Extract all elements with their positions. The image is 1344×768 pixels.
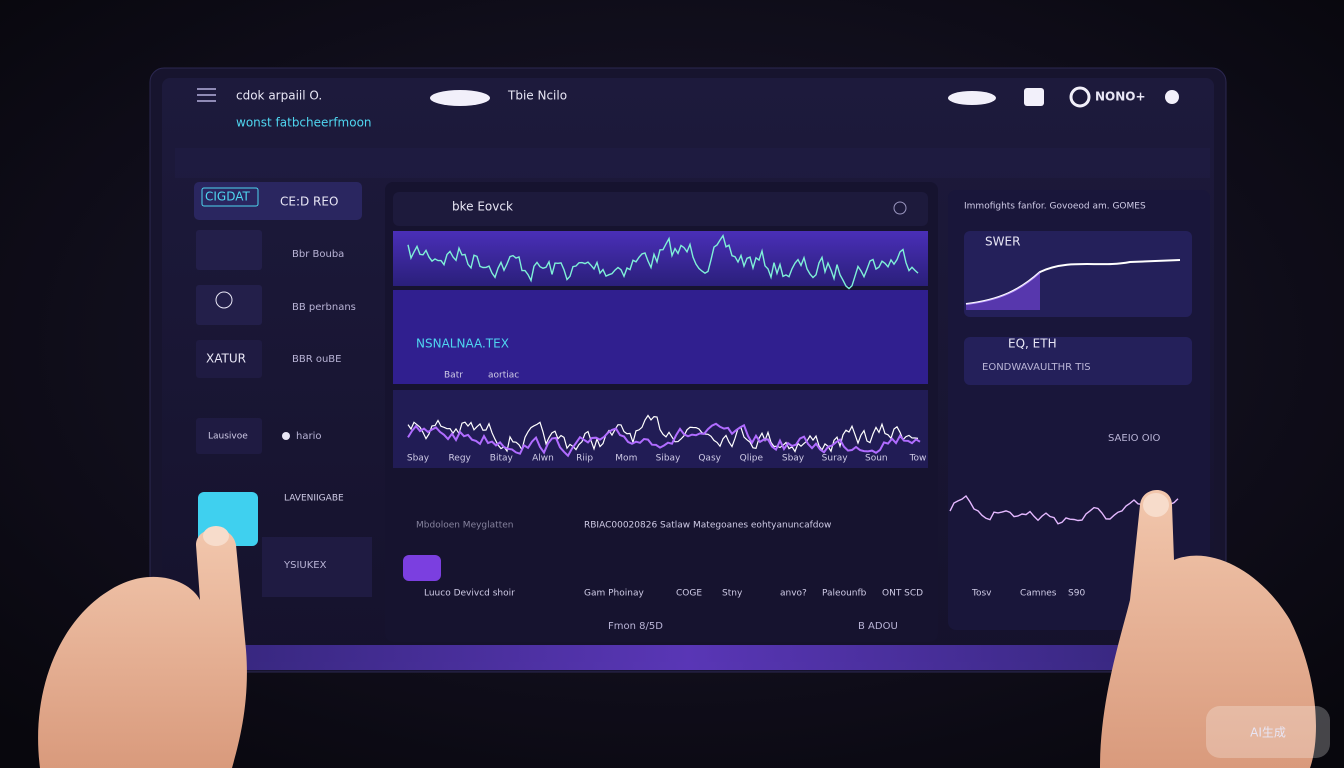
x-tick-label: Sibay (656, 454, 681, 464)
waveform (965, 259, 1181, 305)
bottom-label: ONT SCD (882, 589, 923, 599)
x-tick-label: Mom (615, 454, 637, 464)
sidebar: CIGDAT CE:D REO Bbr Bouba BB perbnans XA… (194, 182, 372, 597)
sidebar-label[interactable]: YSIUKEX (283, 560, 327, 571)
chart-area (393, 290, 928, 384)
header-icon[interactable] (948, 91, 996, 105)
lower-caption: RBIAC00020826 Satlaw Mategoanes eohtyanu… (584, 521, 831, 531)
sidebar-label[interactable]: CE:D REO (280, 195, 338, 209)
right-hand (1100, 490, 1316, 768)
panel-icon[interactable] (893, 201, 907, 215)
logo (430, 90, 490, 106)
chart-caption: NSNALNAA.TEX (416, 337, 509, 351)
play-button[interactable] (403, 555, 441, 581)
bottom-label: anvo? (780, 589, 807, 599)
x-tick-label: S90 (1068, 589, 1085, 599)
header-icon[interactable] (1069, 86, 1091, 108)
watermark-bg (1206, 706, 1330, 758)
x-tick-label: Soun (865, 454, 888, 464)
thumbnail (196, 230, 262, 270)
watermark: AI生成 (1250, 726, 1286, 740)
thumb-icon (215, 291, 233, 309)
x-tick-label: Alwn (532, 454, 554, 464)
card (964, 337, 1192, 385)
sidebar-label[interactable]: BBR ouBE (292, 354, 341, 365)
app-name: cdok arpaiil O. (236, 89, 322, 103)
x-axis-labels: Tosv Camnes S90 (971, 589, 1085, 599)
sidebar-code: XATUR (206, 352, 246, 366)
x-tick-label: Suray (822, 454, 849, 464)
app-subtitle: wonst fatbcheerfmoon (236, 116, 372, 130)
thumbnail (196, 340, 262, 378)
x-tick-label: Qlipe (740, 454, 764, 464)
x-tick-label: Camnes (1020, 589, 1057, 599)
waveform-fill (966, 272, 1040, 310)
sidebar-item-active[interactable] (194, 182, 362, 220)
bottom-label: Gam Phoinay (584, 589, 644, 599)
waveform (949, 494, 1179, 525)
card-title: EQ, ETH (1008, 337, 1057, 351)
sidebar-code: Lausivoe (208, 432, 248, 442)
thumbnail (196, 285, 262, 325)
right-title: Immofights fanfor. Govoeod am. GOMES (964, 202, 1146, 212)
card-title: SWER (985, 235, 1020, 249)
bottom-label: Paleounfb (822, 589, 867, 599)
chart-tag: Batr (444, 371, 463, 381)
header-icon[interactable] (1165, 90, 1179, 104)
header-divider (175, 148, 1210, 178)
bottom-label: Stny (722, 589, 743, 599)
bottom-labels: Luuco Devivcd shoir Gam Phoinay COGE Stny an… (424, 589, 923, 599)
panel-header (393, 192, 928, 226)
footer-right: B ADOU (858, 621, 898, 632)
x-tick-label: Regy (448, 454, 471, 464)
sidebar-code: CIGDAT (205, 190, 251, 204)
thumbnail (196, 418, 262, 454)
sidebar-label[interactable]: Bbr Bouba (292, 249, 344, 260)
bottom-label: Luuco Devivcd shoir (424, 589, 515, 599)
code-box (201, 187, 259, 207)
bottom-bar (166, 645, 1210, 670)
sidebar-label[interactable]: hario (296, 431, 321, 442)
decorative-charts (407, 234, 1181, 525)
waveform (407, 422, 921, 458)
left-hand (38, 526, 247, 768)
footer-left: Fmon 8/5D (608, 621, 663, 632)
card-sub: EONDWAVAULTHR TIS (982, 362, 1091, 373)
x-axis-labels: Sbay Regy Bitay Alwn Riip Mom Sibay Qasy Qlipe Sb… (407, 454, 927, 464)
bottom-label: COGE (676, 589, 702, 599)
waveform (407, 234, 919, 290)
center-title: Tbie Ncilo (507, 89, 567, 103)
main-panel: bke Eovck NSNALNAA.TEX Batr aortiac Sbay… (385, 182, 938, 642)
chart-sub: aortiac (488, 371, 519, 381)
x-tick-label: Bitay (490, 454, 514, 464)
lower-left: Mbdoloen Meyglatten (416, 521, 513, 531)
x-tick-label: Tow (909, 454, 927, 464)
sidebar-block (262, 537, 372, 597)
x-tick-label: Sbay (407, 454, 430, 464)
menu-icon[interactable] (197, 88, 216, 102)
dot (282, 432, 290, 440)
sidebar-label[interactable]: BB perbnans (292, 302, 356, 313)
x-tick-label: Riip (576, 454, 593, 464)
header: cdok arpaiil O. wonst fatbcheerfmoon Tbi… (175, 86, 1210, 178)
x-tick-label: Qasy (698, 454, 721, 464)
chart-area (393, 231, 928, 286)
x-tick-label: Tosv (971, 589, 992, 599)
header-right-label: NONO+ (1095, 90, 1146, 104)
sidebar-label[interactable]: LAVENIIGABE (284, 494, 344, 504)
card-value: SAEIO OIO (1108, 433, 1161, 444)
x-tick-label: Sbay (782, 454, 805, 464)
header-icon[interactable] (1024, 88, 1044, 106)
panel-title: bke Eovck (452, 200, 513, 214)
